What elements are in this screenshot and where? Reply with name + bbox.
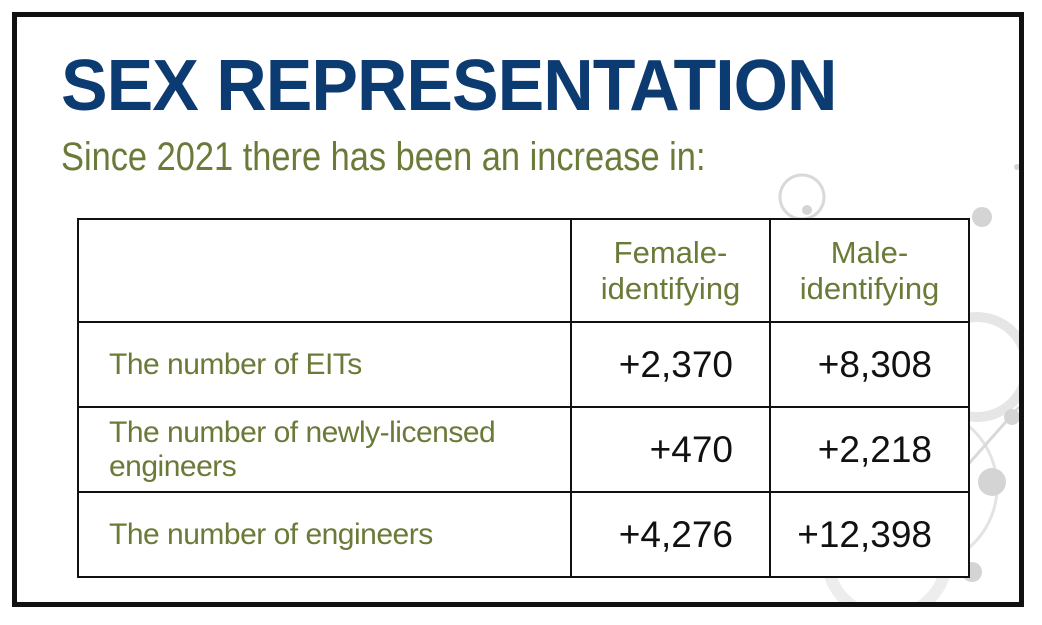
column-header-text: Female-identifying xyxy=(600,234,741,306)
value-cell: +12,398 xyxy=(769,491,970,578)
row-label-cell: The number of EITs xyxy=(77,321,572,408)
value-cell: +4,276 xyxy=(570,491,771,578)
header-row: Female-identifying Male-identifying xyxy=(77,218,970,323)
column-header-text: Male-identifying xyxy=(799,234,940,306)
column-header: Male-identifying xyxy=(769,218,970,323)
row-label: The number of newly-licensed engineers xyxy=(109,415,496,483)
row-label: The number of engineers xyxy=(109,517,433,551)
value-cell: +470 xyxy=(570,406,771,493)
subtitle: Since 2021 there has been an increase in… xyxy=(61,135,706,179)
table-row: The number of engineers +4,276 +12,398 xyxy=(77,491,970,578)
row-label-cell: The number of newly-licensed engineers xyxy=(77,406,572,493)
table-row: The number of newly-licensed engineers +4… xyxy=(77,406,970,493)
table-row: The number of EITs +2,370 +8,308 xyxy=(77,321,970,408)
row-label-cell: The number of engineers xyxy=(77,491,572,578)
column-header: Female-identifying xyxy=(570,218,771,323)
value-cell: +2,218 xyxy=(769,406,970,493)
table-body: The number of EITs +2,370 +8,308 The number… xyxy=(77,321,970,578)
title: SEX REPRESENTATION xyxy=(61,46,837,126)
header-cell xyxy=(77,218,572,323)
infographic-frame: SEX REPRESENTATION Since 2021 there has … xyxy=(12,12,1024,607)
value-cell: +8,308 xyxy=(769,321,970,408)
row-label: The number of EITs xyxy=(109,347,362,381)
value-cell: +2,370 xyxy=(570,321,771,408)
data-table: Female-identifying Male-identifying The … xyxy=(77,218,970,578)
